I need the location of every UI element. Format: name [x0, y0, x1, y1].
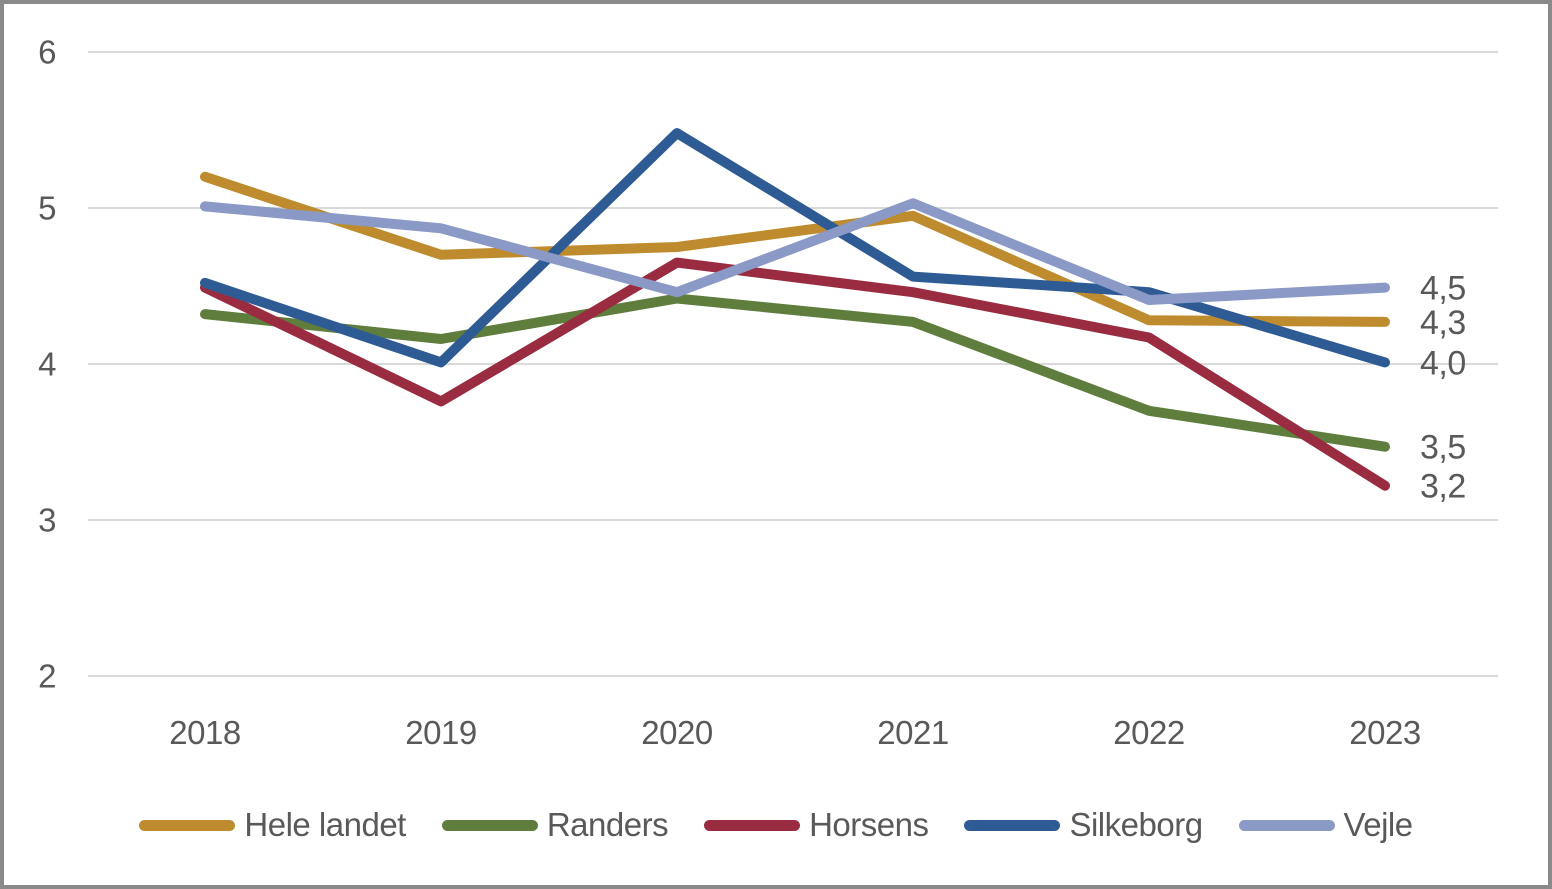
- legend-swatch-horsens: [704, 819, 801, 831]
- legend-swatch-randers: [441, 819, 538, 831]
- legend-label-horsens: Horsens: [809, 806, 929, 843]
- x-tick-label-2021: 2021: [877, 714, 948, 751]
- y-tick-label-5: 5: [38, 190, 56, 227]
- legend-item-randers: Randers: [441, 806, 669, 844]
- x-tick-label-2022: 2022: [1113, 714, 1184, 751]
- series-line-horsens: [200, 257, 1390, 491]
- y-tick-label-2: 2: [38, 658, 56, 695]
- y-tick-label-6: 6: [38, 34, 56, 71]
- y-tick-label-3: 3: [38, 502, 56, 539]
- legend: Hele landet Randers Horsens Silkeborg Vejle: [4, 801, 1548, 849]
- series-line-vejle: [200, 198, 1390, 305]
- x-tick-label-2019: 2019: [405, 714, 476, 751]
- legend-swatch-vejle: [1238, 819, 1335, 831]
- legend-item-silkeborg: Silkeborg: [964, 806, 1203, 844]
- legend-label-randers: Randers: [546, 806, 669, 843]
- legend-label-silkeborg: Silkeborg: [1069, 806, 1203, 843]
- legend-swatch-hele-landet: [139, 819, 236, 831]
- legend-item-horsens: Horsens: [704, 806, 929, 844]
- series-line-randers: [200, 293, 1390, 452]
- legend-item-vejle: Vejle: [1238, 806, 1414, 844]
- legend-label-vejle: Vejle: [1343, 806, 1414, 843]
- x-tick-label-2018: 2018: [169, 714, 240, 751]
- end-value-label-silkeborg: 4,0: [1420, 344, 1466, 382]
- x-tick-label-2023: 2023: [1349, 714, 1420, 751]
- legend-swatch-silkeborg: [964, 819, 1061, 831]
- x-tick-label-2020: 2020: [641, 714, 713, 751]
- line-chart: 6 5 4 3 2 2018 2019 2020 2021 2022 2023 4,3 3,53,2 4,…: [38, 34, 1498, 751]
- series-line-hele-landet: [200, 171, 1390, 327]
- series-line-silkeborg: [200, 128, 1390, 368]
- end-value-label-hele-landet: 4,3: [1420, 304, 1466, 342]
- legend-label-hele-landet: Hele landet: [244, 806, 406, 843]
- end-value-label-vejle: 4,5: [1420, 270, 1466, 308]
- end-value-label-horsens: 3,2: [1420, 468, 1466, 506]
- y-tick-label-4: 4: [38, 346, 56, 383]
- end-value-label-randers: 3,5: [1420, 429, 1466, 467]
- legend-item-hele-landet: Hele landet: [139, 806, 406, 844]
